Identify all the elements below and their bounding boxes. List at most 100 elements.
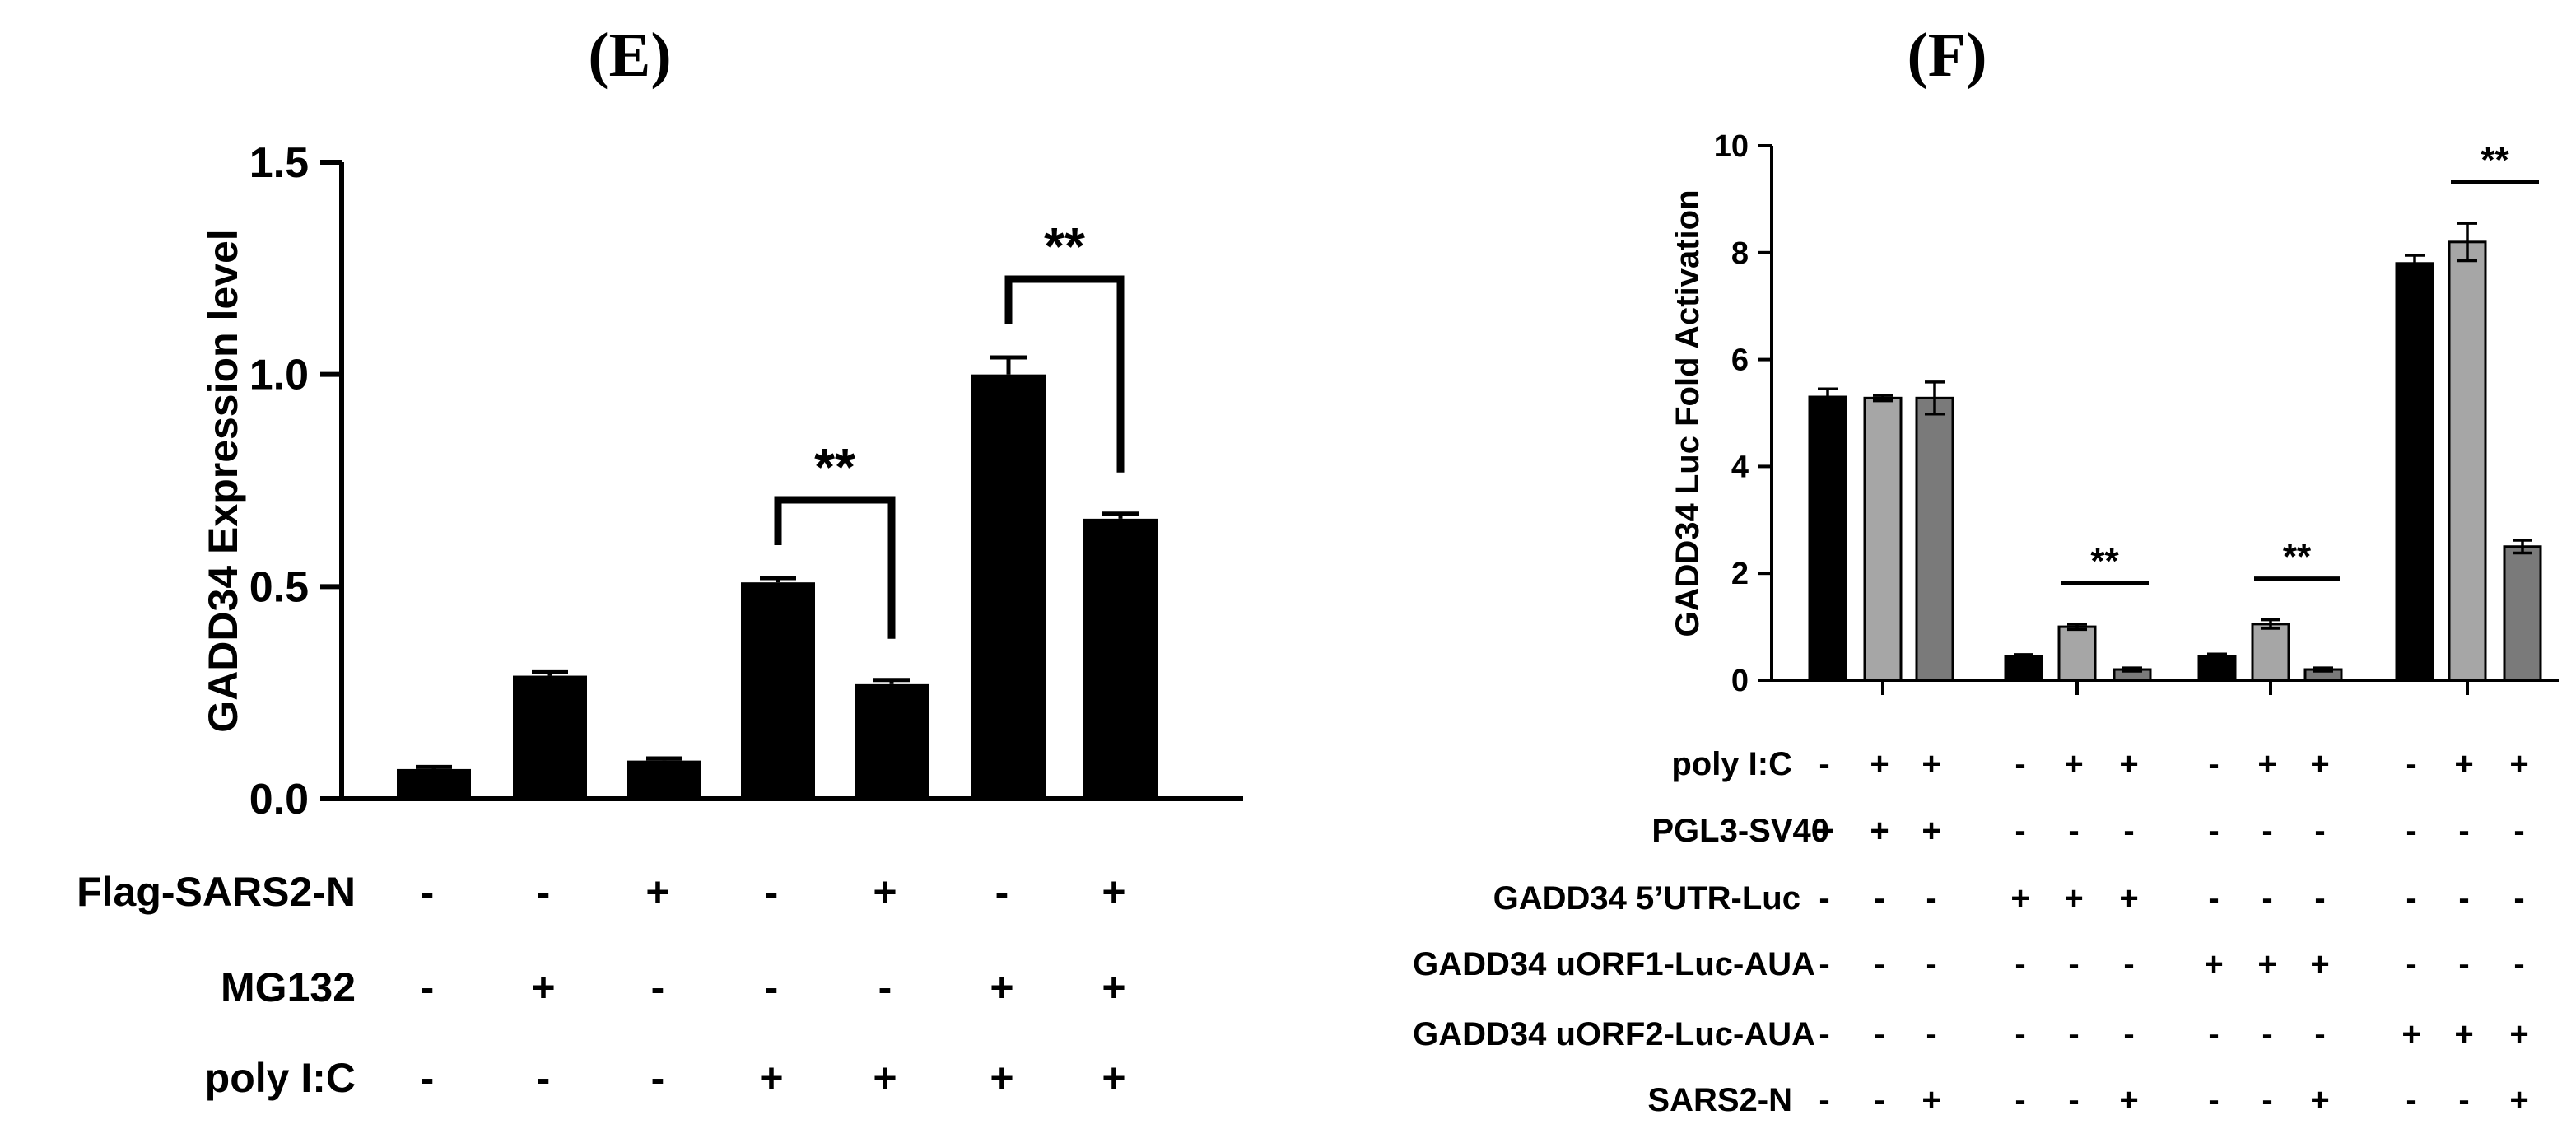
panel-f-condition-sign: - <box>2314 813 2325 849</box>
panel-f-condition-sign: + <box>1870 813 1889 849</box>
panel-e-bar <box>1083 518 1158 799</box>
panel-f-condition-sign: + <box>2509 1082 2528 1118</box>
panel-f-condition-label: PGL3-SV40 <box>1651 813 1829 849</box>
panel-f-condition-sign: - <box>2314 880 2325 917</box>
panel-e-condition-sign: - <box>765 964 779 1010</box>
panel-f-bar <box>1915 396 1954 682</box>
panel-f-condition-sign: + <box>2119 746 2138 782</box>
panel-e-condition-sign: - <box>651 1055 665 1101</box>
panel-f-condition-sign: - <box>1874 946 1884 982</box>
panel-f-condition-sign: - <box>2208 880 2219 917</box>
panel-f-condition-sign: - <box>2406 946 2416 982</box>
panel-f-condition-sign: - <box>2068 813 2079 849</box>
panel-f-y-tick-label: 0 <box>1731 664 1749 698</box>
panel-e-condition-sign: + <box>873 869 897 915</box>
panel-f-condition-sign: + <box>2401 1016 2420 1052</box>
panel-f-condition-sign: - <box>2068 946 2079 982</box>
panel-f-bar <box>1863 396 1903 682</box>
panel-f-condition-sign: - <box>1874 880 1884 917</box>
panel-f-condition-sign: - <box>2262 1082 2272 1118</box>
panel-f-condition-sign: - <box>2458 880 2469 917</box>
panel-f-condition-sign: - <box>1819 1082 1829 1118</box>
panel-f-condition-label: GADD34 uORF1-Luc-AUA <box>1413 946 1815 982</box>
panel-f-condition-sign: - <box>2068 1016 2079 1052</box>
panel-e-condition-sign: - <box>765 869 779 915</box>
panel-f-bar <box>1808 395 1847 682</box>
panel-f-y-tick-label: 4 <box>1731 450 1749 484</box>
panel-f-condition-sign: + <box>2204 946 2223 982</box>
panel-e-y-axis-title: GADD34 Expression level <box>200 229 246 732</box>
panel-f-condition-sign: + <box>2454 746 2473 782</box>
panel-f-y-tick-label: 6 <box>1731 343 1749 378</box>
panel-e-significance-bracket <box>1004 275 1125 473</box>
panel-e-y-tick-label: 1.5 <box>249 139 309 187</box>
panel-f-y-tick-label: 8 <box>1731 236 1749 271</box>
panel-f-bar <box>2448 240 2487 682</box>
panel-f-letter: (F) <box>1907 21 1987 90</box>
panel-e-y-tick-label: 1.0 <box>249 352 309 399</box>
panel-e-condition-sign: - <box>651 964 665 1010</box>
panel-e-condition-sign: + <box>990 1055 1013 1101</box>
panel-f-bar <box>2057 625 2097 682</box>
panel-f-condition-sign: - <box>2015 1082 2025 1118</box>
panel-f-condition-sign: - <box>2208 1016 2219 1052</box>
panel-f-condition-sign: - <box>2123 946 2134 982</box>
panel-f-condition-sign: + <box>1922 1082 1940 1118</box>
panel-e-condition-sign: - <box>537 869 551 915</box>
panel-f-condition-sign: - <box>1819 946 1829 982</box>
panel-f-condition-sign: - <box>2406 813 2416 849</box>
panel-f-condition-sign: + <box>2257 746 2276 782</box>
panel-f-condition-sign: - <box>2262 880 2272 917</box>
panel-f-condition-sign: - <box>2262 1016 2272 1052</box>
panel-f-bar <box>2395 262 2434 682</box>
panel-f-condition-sign: - <box>2458 946 2469 982</box>
panel-e-condition-sign: + <box>1102 1055 1125 1101</box>
panel-f-condition-sign: + <box>1814 813 1833 849</box>
panel-e-bar <box>741 582 815 799</box>
panel-f-condition-sign: + <box>2119 1082 2138 1118</box>
panel-e-condition-sign: + <box>1102 964 1125 1010</box>
panel-f-condition-sign: - <box>2015 1016 2025 1052</box>
panel-f-significance-label: ** <box>2090 541 2119 581</box>
panel-e-y-tick-label: 0.5 <box>249 563 309 611</box>
panel-f-condition-sign: - <box>1874 1016 1884 1052</box>
panel-f-bar <box>2004 655 2043 682</box>
panel-f-condition-sign: - <box>1819 1016 1829 1052</box>
panel-e-y-tick-label: 0.0 <box>249 776 309 823</box>
panel-f-condition-sign: + <box>2064 880 2083 917</box>
panel-e-bar <box>855 683 929 799</box>
panel-f-condition-sign: - <box>2068 1082 2079 1118</box>
panel-f-condition-sign: - <box>2513 946 2524 982</box>
panel-f-condition-sign: + <box>1922 813 1940 849</box>
panel-f-condition-sign: - <box>1926 1016 1936 1052</box>
panel-f-condition-sign: - <box>1819 746 1829 782</box>
panel-f-y-tick-label: 2 <box>1731 557 1749 591</box>
panel-f-condition-sign: - <box>2513 813 2524 849</box>
panel-f-condition-sign: + <box>2064 746 2083 782</box>
panel-e-condition-sign: - <box>421 869 435 915</box>
panel-f-condition-sign: + <box>1870 746 1889 782</box>
panel-f-condition-sign: + <box>2310 946 2329 982</box>
panel-f-y-axis-title: GADD34 Luc Fold Activation <box>1670 189 1706 637</box>
panel-e-condition-label: poly I:C <box>205 1055 356 1101</box>
panel-f-condition-sign: - <box>2208 813 2219 849</box>
panel-f-condition-sign: - <box>2015 946 2025 982</box>
panel-f-condition-sign: - <box>2123 813 2134 849</box>
panel-e-condition-label: Flag-SARS2-N <box>77 869 356 915</box>
panel-f-condition-sign: + <box>2454 1016 2473 1052</box>
panel-e-condition-label: MG132 <box>221 964 356 1010</box>
panel-f-condition-sign: - <box>2208 746 2219 782</box>
panel-f-condition-sign: + <box>2119 880 2138 917</box>
panel-e-condition-sign: - <box>878 964 892 1010</box>
panel-f-condition-sign: - <box>1819 880 1829 917</box>
panel-f-condition-sign: - <box>2123 1016 2134 1052</box>
panel-f-condition-sign: - <box>2015 746 2025 782</box>
panel-e-condition-sign: + <box>645 869 669 915</box>
panel-e-condition-sign: + <box>873 1055 897 1101</box>
panel-f-condition-sign: + <box>2310 1082 2329 1118</box>
panel-f-bar <box>2503 545 2542 682</box>
panel-f-condition-sign: - <box>1926 880 1936 917</box>
panel-e-significance-label: ** <box>814 437 855 497</box>
panel-f-condition-sign: + <box>1922 746 1940 782</box>
